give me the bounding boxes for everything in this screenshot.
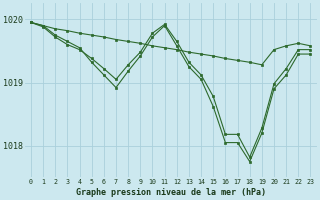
X-axis label: Graphe pression niveau de la mer (hPa): Graphe pression niveau de la mer (hPa) <box>76 188 266 197</box>
